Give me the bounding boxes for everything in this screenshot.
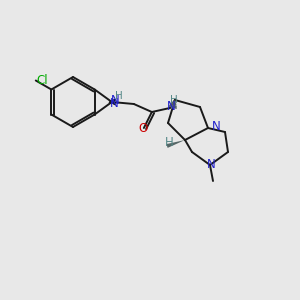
Text: H: H xyxy=(115,91,123,101)
Polygon shape xyxy=(167,140,185,148)
Text: N: N xyxy=(110,97,118,110)
Text: H: H xyxy=(170,95,178,105)
Text: H: H xyxy=(165,136,173,149)
Text: O: O xyxy=(138,122,148,136)
Text: Cl: Cl xyxy=(36,74,48,87)
Text: N: N xyxy=(167,100,175,113)
Text: N: N xyxy=(212,121,220,134)
Text: N: N xyxy=(110,94,119,107)
Text: N: N xyxy=(207,158,215,170)
